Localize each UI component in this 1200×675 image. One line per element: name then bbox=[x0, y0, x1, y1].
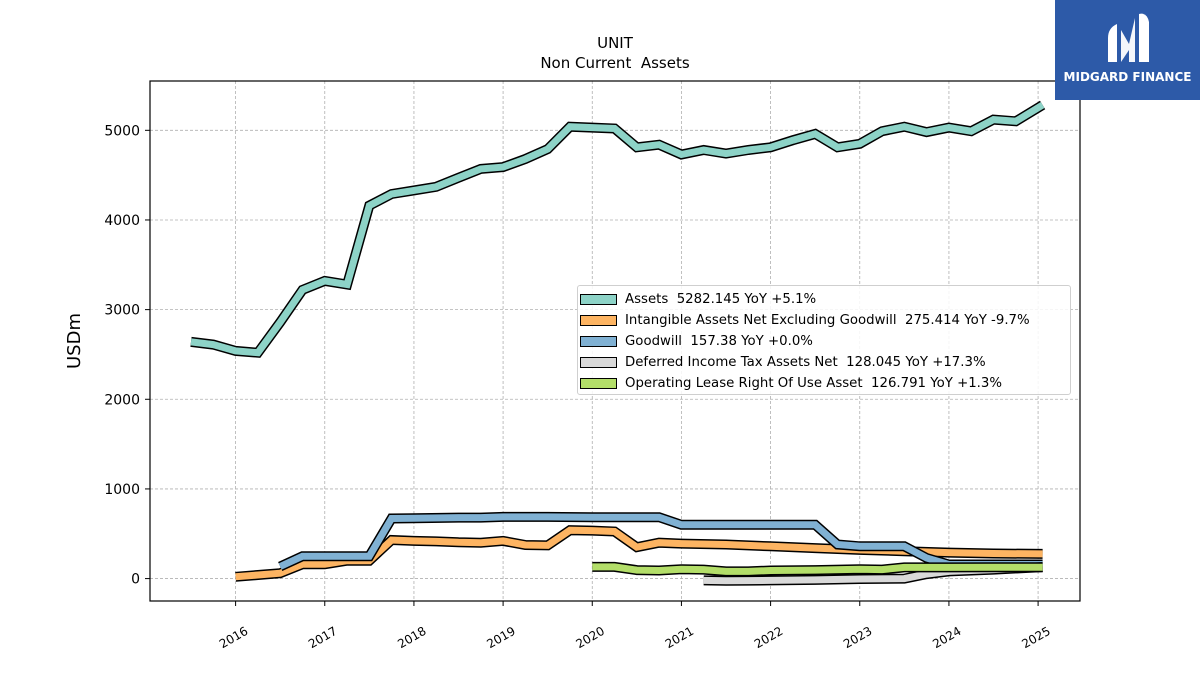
x-tick-label: 2020 bbox=[574, 624, 607, 651]
chart-title: UNIT bbox=[597, 34, 634, 52]
series-line bbox=[235, 526, 1043, 581]
x-tick-label: 2018 bbox=[395, 624, 428, 651]
series-lines bbox=[190, 100, 1046, 586]
series-line bbox=[190, 102, 1045, 357]
y-tick-label: 5000 bbox=[104, 123, 140, 139]
legend-swatch bbox=[580, 357, 617, 368]
y-tick-label: 0 bbox=[131, 572, 140, 588]
logo: MIDGARD FINANCE bbox=[1055, 0, 1200, 100]
x-tick-label: 2021 bbox=[663, 624, 696, 651]
plot-frame bbox=[149, 80, 1081, 602]
legend-swatch bbox=[580, 378, 617, 389]
legend: Assets 5282.145 YoY +5.1% Intangible Asse… bbox=[577, 285, 1071, 395]
legend-label: Operating Lease Right Of Use Asset 126.7… bbox=[625, 376, 1002, 391]
legend-entry: Deferred Income Tax Assets Net 128.045 Y… bbox=[578, 352, 1070, 373]
y-tick-label: 3000 bbox=[104, 303, 140, 319]
legend-label: Deferred Income Tax Assets Net 128.045 Y… bbox=[625, 355, 986, 370]
x-tick-label: 2025 bbox=[1019, 624, 1052, 651]
y-ticks: 0 1000 2000 3000 4000 5000 bbox=[104, 123, 150, 588]
series-line bbox=[592, 563, 1043, 575]
x-tick-label: 2022 bbox=[752, 624, 785, 651]
x-tick-label: 2017 bbox=[306, 624, 339, 651]
chart-subtitle: Non Current Assets bbox=[540, 54, 690, 72]
logo-mark-icon bbox=[1108, 13, 1149, 62]
logo-text: MIDGARD FINANCE bbox=[1063, 70, 1192, 84]
x-tick-label: 2016 bbox=[217, 624, 250, 651]
y-tick-label: 4000 bbox=[104, 213, 140, 229]
x-tick-label: 2024 bbox=[930, 624, 963, 651]
legend-entry: Operating Lease Right Of Use Asset 126.7… bbox=[578, 373, 1070, 394]
legend-label: Intangible Assets Net Excluding Goodwill… bbox=[625, 313, 1030, 328]
y-axis-label: USDm bbox=[64, 313, 85, 369]
x-tick-label: 2019 bbox=[484, 624, 517, 651]
y-tick-label: 1000 bbox=[104, 482, 140, 498]
legend-label: Goodwill 157.38 YoY +0.0% bbox=[625, 334, 813, 349]
series-line bbox=[278, 513, 1043, 570]
legend-entry: Intangible Assets Net Excluding Goodwill… bbox=[578, 310, 1070, 331]
x-ticks: 2016 2017 2018 2019 2020 2021 2022 2023 2024 2025 bbox=[217, 601, 1053, 651]
x-tick-label: 2023 bbox=[841, 624, 874, 651]
legend-label: Assets 5282.145 YoY +5.1% bbox=[625, 292, 817, 307]
legend-swatch bbox=[580, 294, 617, 305]
legend-entry: Goodwill 157.38 YoY +0.0% bbox=[578, 331, 1070, 352]
legend-swatch bbox=[580, 315, 617, 326]
legend-swatch bbox=[580, 336, 617, 347]
legend-entry: Assets 5282.145 YoY +5.1% bbox=[578, 289, 1070, 310]
y-tick-label: 2000 bbox=[104, 392, 140, 408]
